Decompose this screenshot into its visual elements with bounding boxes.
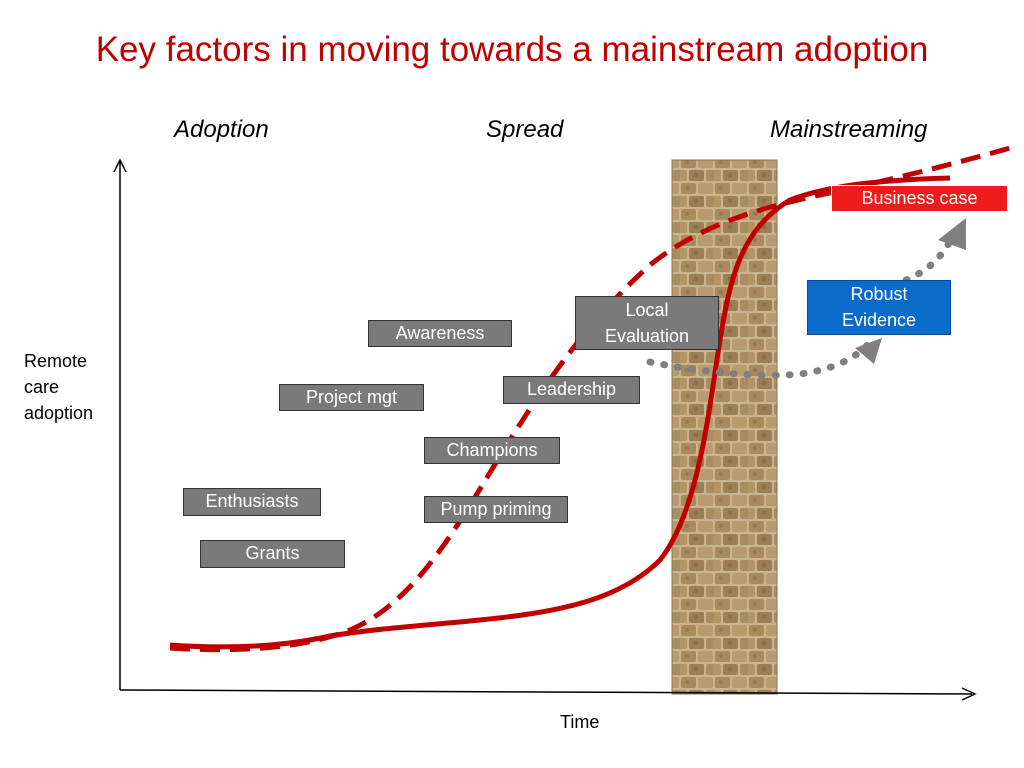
factor-robust-evidence-line: Robust: [850, 284, 908, 304]
dotted-evidence-arrowhead: [855, 338, 882, 364]
axes: [113, 158, 977, 701]
y-axis-label: Remote care adoption: [24, 348, 120, 426]
x-axis: [119, 689, 973, 695]
factor-robust-evidence-line: Evidence: [841, 310, 917, 330]
y-axis-arrow: [113, 158, 127, 173]
factor-enthusiasts: Enthusiasts: [183, 488, 321, 516]
factor-champions: Champions: [424, 437, 560, 464]
factor-grants: Grants: [200, 540, 345, 568]
y-axis-label-line: Remote: [24, 351, 88, 371]
dotted-business-path: [902, 234, 956, 284]
phase-label-adoption: Adoption: [174, 116, 269, 143]
page-title: Key factors in moving towards a mainstre…: [95, 30, 929, 69]
solid-adoption-curve: [169, 175, 951, 650]
dotted-evidence-path: [646, 338, 874, 379]
x-axis-label: Time: [560, 712, 600, 732]
factor-pump-priming: Pump priming: [424, 496, 568, 523]
factor-awareness: Awareness: [368, 320, 512, 347]
factor-project-mgt: Project mgt: [279, 384, 424, 411]
factor-local-evaluation: Local Evaluation: [575, 296, 719, 350]
factor-local-evaluation-line: Evaluation: [604, 326, 690, 346]
y-axis-label-line: care: [24, 377, 60, 397]
x-axis-arrow: [961, 687, 977, 701]
phase-label-mainstreaming: Mainstreaming: [770, 116, 928, 143]
phase-label-spread: Spread: [486, 116, 564, 143]
factor-business-case: Business case: [831, 185, 1008, 212]
brick-wall: [671, 159, 778, 695]
factor-local-evaluation-line: Local: [625, 300, 669, 320]
factor-leadership: Leadership: [503, 376, 640, 404]
factor-robust-evidence: Robust Evidence: [807, 280, 951, 335]
y-axis-label-line: adoption: [24, 403, 94, 423]
dotted-business-arrowhead: [938, 218, 966, 250]
